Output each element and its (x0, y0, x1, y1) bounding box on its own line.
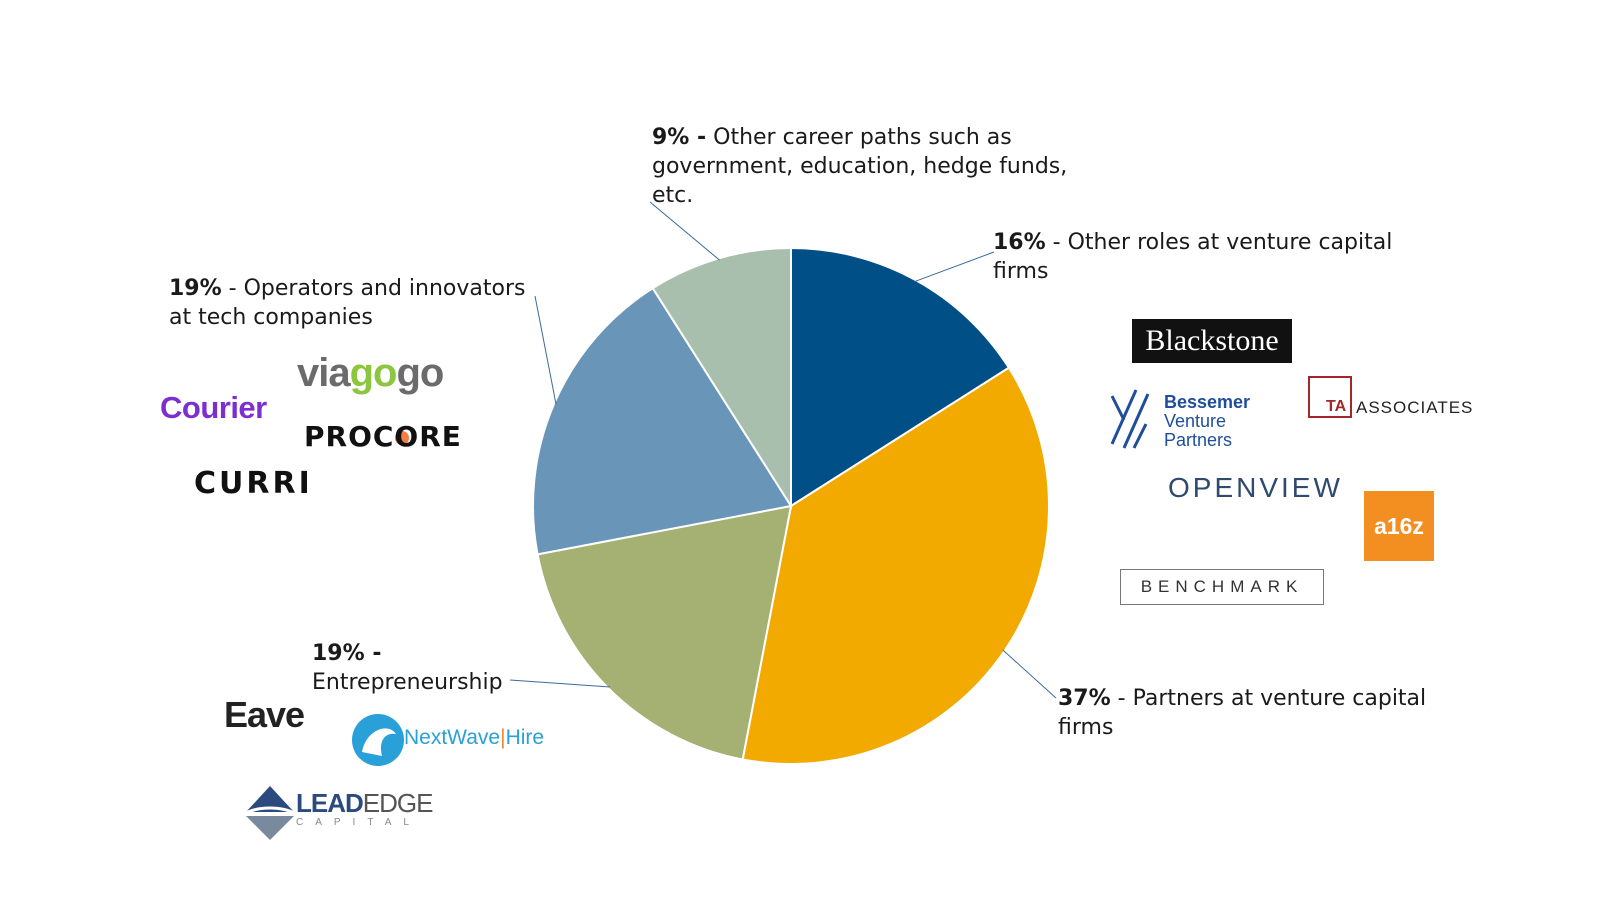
leader-line-other-vc-roles (914, 251, 995, 283)
openview-logo: OPENVIEW (1168, 472, 1343, 503)
leader-line-entrepreneurship (509, 679, 611, 688)
leader-lines (509, 201, 1057, 699)
leadedge-mark-icon (243, 786, 297, 840)
courier-logo: Courier (160, 390, 267, 425)
label-partners: 37% - Partners at venture capital firms (1058, 686, 1427, 740)
label-other-vc-roles: 16% - Other roles at venture capital fir… (993, 230, 1393, 284)
label-entrepreneurship: 19% - Entrepreneurship (312, 641, 503, 695)
logo-marks (243, 389, 1150, 840)
nextwave-hire-logo: NextWave|Hire (404, 726, 545, 749)
pie-slices (532, 246, 1051, 765)
pie-slice-other-careers (651, 246, 792, 510)
bessemer-logo: Bessemer Venture Partners (1164, 392, 1251, 450)
ta-associates-logo: TA ASSOCIATES (1308, 376, 1472, 422)
label-operators: 19% - Operators and innovators at tech c… (169, 276, 526, 330)
bessemer-mark-icon (1110, 389, 1150, 449)
blackstone-logo: Blackstone (1132, 319, 1292, 363)
leader-line-partners (1002, 649, 1057, 699)
label-other-careers: 9% - Other career paths such as governme… (652, 125, 1068, 208)
pie-slice-operators (532, 286, 793, 556)
procore-dot-icon (395, 431, 409, 445)
pie-slice-other-vc-roles (790, 246, 1011, 508)
pie-slice-entrepreneurship (536, 504, 793, 761)
viagogo-logo: viagogo (297, 351, 444, 395)
eave-logo: Eave (224, 694, 305, 735)
leader-line-other-careers (649, 201, 720, 261)
curri-logo: CURRI (194, 466, 313, 501)
procore-logo: PROCORE (304, 420, 462, 453)
a16z-logo: a16z (1364, 491, 1434, 561)
nextwave-wave-icon (352, 714, 404, 766)
leader-line-operators (534, 295, 557, 405)
benchmark-logo: BENCHMARK (1120, 569, 1324, 605)
leadedge-capital-logo: LEADEDGE CAPITAL (296, 788, 433, 828)
